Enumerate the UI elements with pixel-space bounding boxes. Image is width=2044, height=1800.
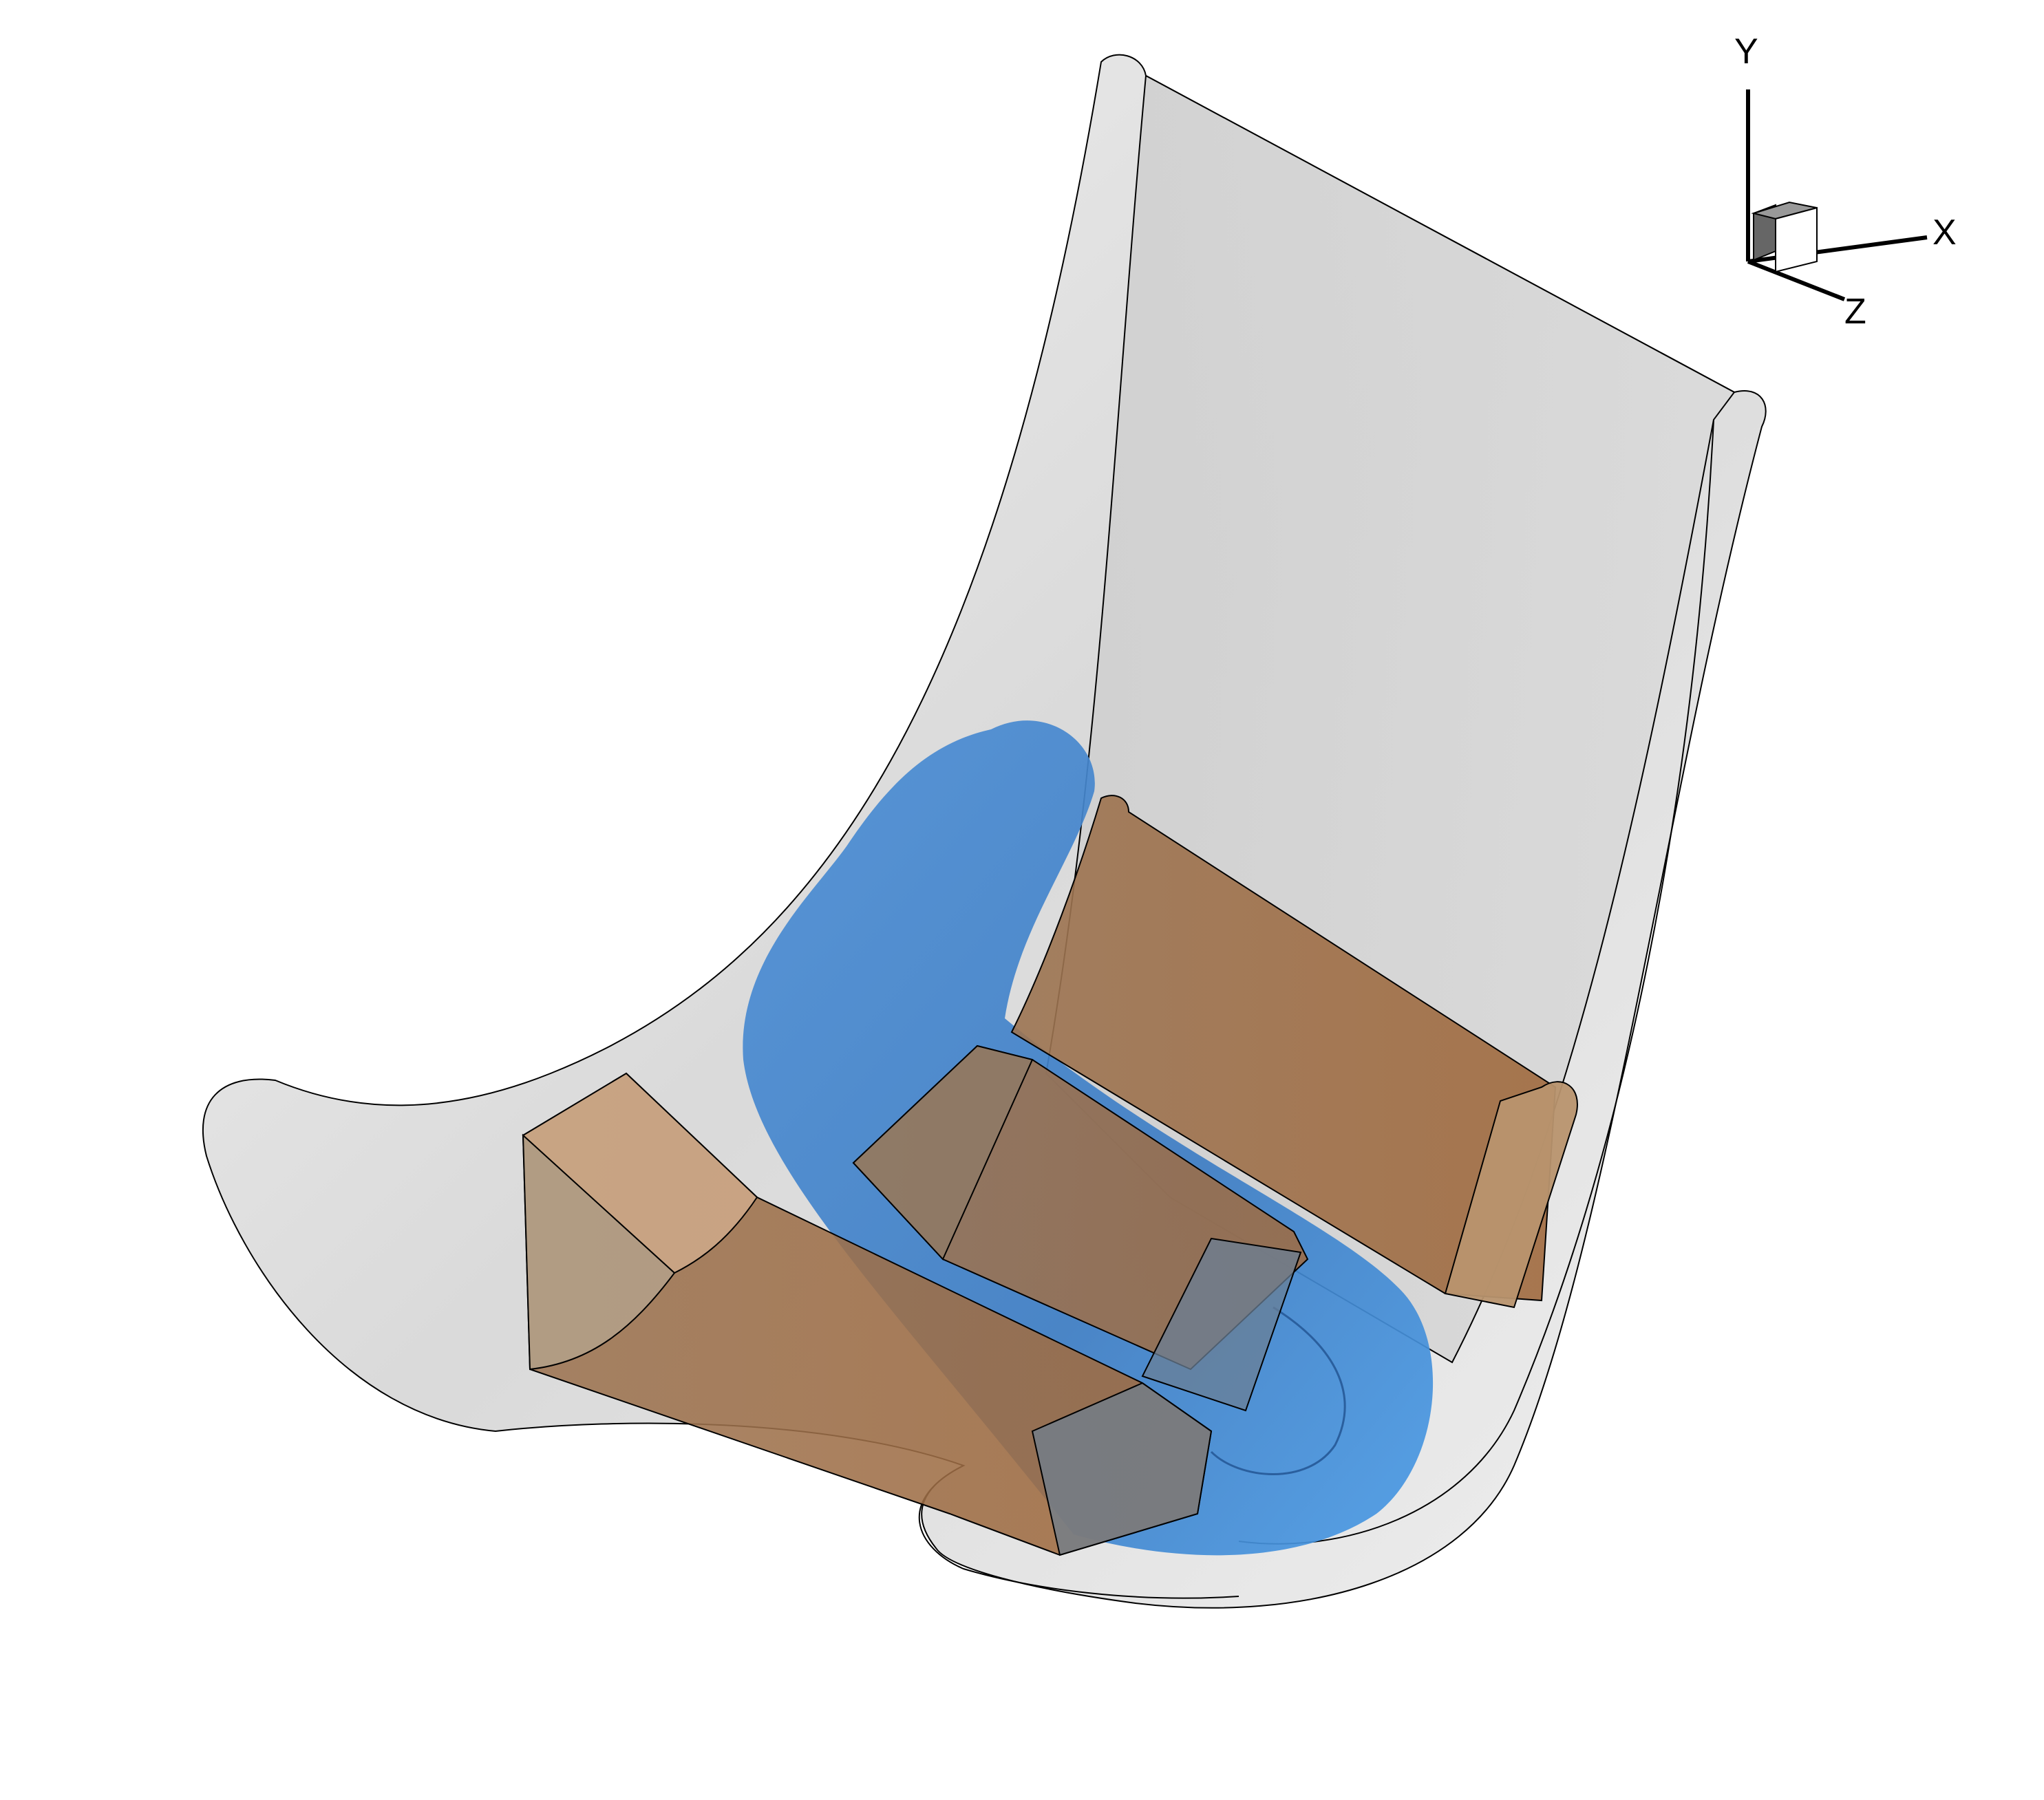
outer-surface-side-edge xyxy=(1238,419,1714,1545)
orange-block-middle-face xyxy=(852,1044,1034,1261)
orange-block-lower-front-face xyxy=(1031,1382,1213,1556)
orange-block-lower-notch xyxy=(1141,1237,1302,1412)
outer-surface-front-edge xyxy=(918,1465,1239,1599)
z-axis-label: Z xyxy=(1844,292,1866,332)
y-axis-label: Y xyxy=(1734,32,1758,72)
orientation-axes: Y X Z xyxy=(1734,32,1957,332)
x-axis-label: X xyxy=(1933,213,1957,253)
orange-block-upper-end xyxy=(1444,1081,1578,1309)
axes-cube-front xyxy=(1775,206,1818,273)
orange-block-lower-end-face xyxy=(522,1133,676,1371)
orange-block-upper xyxy=(1010,795,1578,1309)
orange-block-upper-body xyxy=(1010,795,1557,1302)
orange-block-lower xyxy=(522,1072,1302,1556)
z-axis-line xyxy=(1747,259,1846,301)
orange-block-lower-top-face xyxy=(522,1072,758,1274)
blue-surface-inner-ridge xyxy=(1210,1306,1346,1475)
